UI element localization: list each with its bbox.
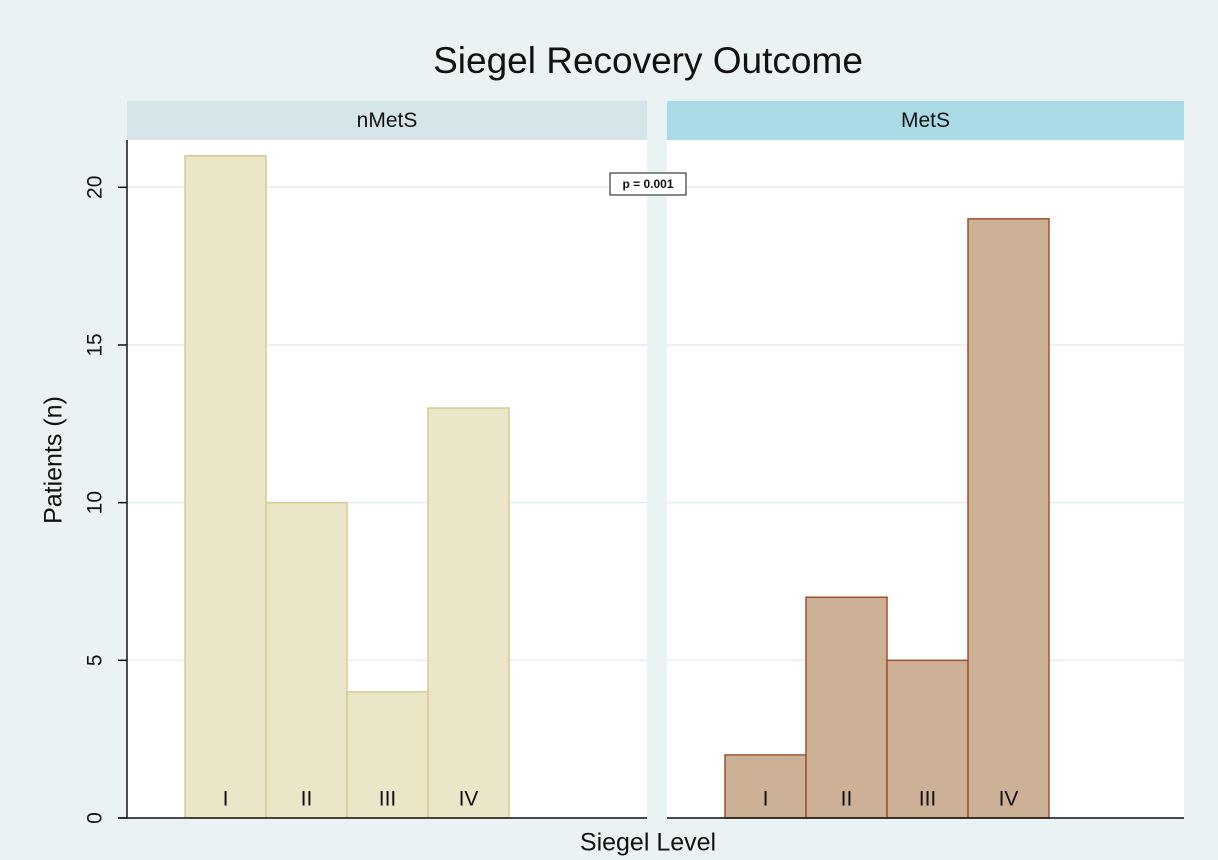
y-tick-label: 0 xyxy=(84,812,107,824)
annotation: p = 0.001 xyxy=(622,177,673,191)
bar xyxy=(184,155,267,819)
bar xyxy=(724,754,807,819)
y-axis-label: Patients (n) xyxy=(40,396,68,524)
y-tick-label: 10 xyxy=(84,491,107,514)
x-axis-label: Siegel Level xyxy=(580,829,716,857)
bar xyxy=(805,596,888,819)
panel-title: MetS xyxy=(901,109,950,132)
y-tick-label: 15 xyxy=(84,333,107,356)
bar-category-label: I xyxy=(223,788,229,811)
y-tick-label: 5 xyxy=(84,654,107,666)
annotation-box xyxy=(609,172,687,196)
bar-category-label: II xyxy=(841,788,853,811)
bar-category-label: IV xyxy=(999,788,1019,811)
y-tick-label: 20 xyxy=(84,176,107,199)
bar-category-label: I xyxy=(763,788,769,811)
panel-title: nMetS xyxy=(357,109,418,132)
bar xyxy=(346,691,429,819)
bar-category-label: III xyxy=(919,788,937,811)
chart-title: Siegel Recovery Outcome xyxy=(433,40,863,81)
bar xyxy=(265,501,348,819)
bar-category-label: II xyxy=(301,788,313,811)
bar xyxy=(427,407,510,819)
bar xyxy=(967,218,1050,819)
bar xyxy=(886,659,969,819)
panel-header xyxy=(667,101,1184,140)
bar-category-label: IV xyxy=(459,788,479,811)
bar-category-label: III xyxy=(379,788,397,811)
panel-header xyxy=(127,101,647,140)
